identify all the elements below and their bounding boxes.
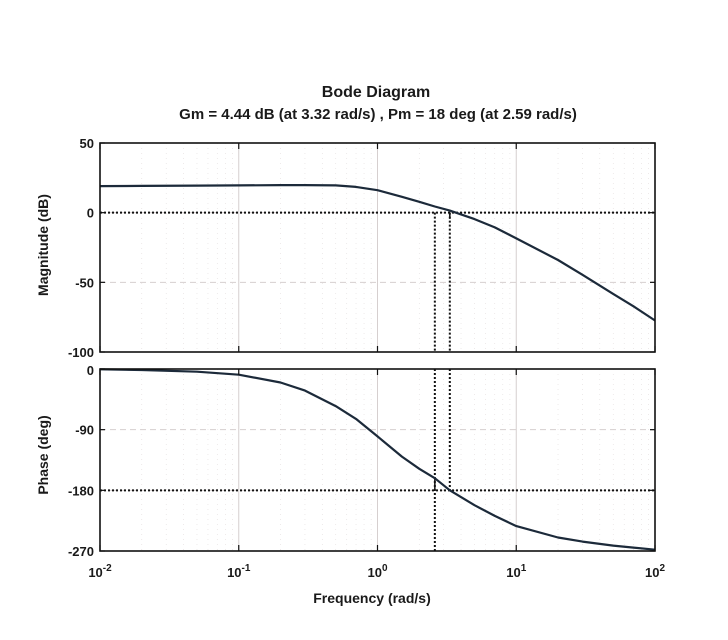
magnitude-y-tick-label: -100 [68, 345, 94, 360]
phase-axis-label: Phase (deg) [35, 415, 51, 494]
phase-y-tick-label: -90 [75, 423, 94, 438]
x-tick-label: 101 [506, 563, 526, 580]
x-tick-label: 10-1 [227, 563, 251, 580]
frequency-axis-label: Frequency (rad/s) [313, 590, 430, 606]
x-tick-label: 10-2 [88, 563, 112, 580]
magnitude-panel: 50 0 -50 -100 [68, 136, 656, 360]
magnitude-y-tick-label: -50 [75, 275, 94, 290]
magnitude-y-tick-label: 0 [87, 206, 94, 221]
x-tick-label: 102 [645, 563, 665, 580]
phase-y-tick-label: -180 [68, 483, 94, 498]
x-tick-label: 100 [367, 563, 387, 580]
x-axis-ticks: 10-2 10-1 100 101 102 [88, 563, 665, 580]
magnitude-axis-label: Magnitude (dB) [35, 194, 51, 296]
chart-title: Bode Diagram [322, 84, 430, 101]
magnitude-curve [99, 184, 656, 322]
phase-y-tick-label: 0 [87, 363, 94, 378]
phase-y-tick-label: -270 [68, 544, 94, 559]
phase-panel: 0 -90 -180 -270 [68, 363, 656, 559]
chart-subtitle: Gm = 4.44 dB (at 3.32 rad/s) , Pm = 18 d… [179, 106, 577, 123]
phase-curve [99, 368, 656, 551]
magnitude-y-tick-label: 50 [80, 136, 94, 151]
